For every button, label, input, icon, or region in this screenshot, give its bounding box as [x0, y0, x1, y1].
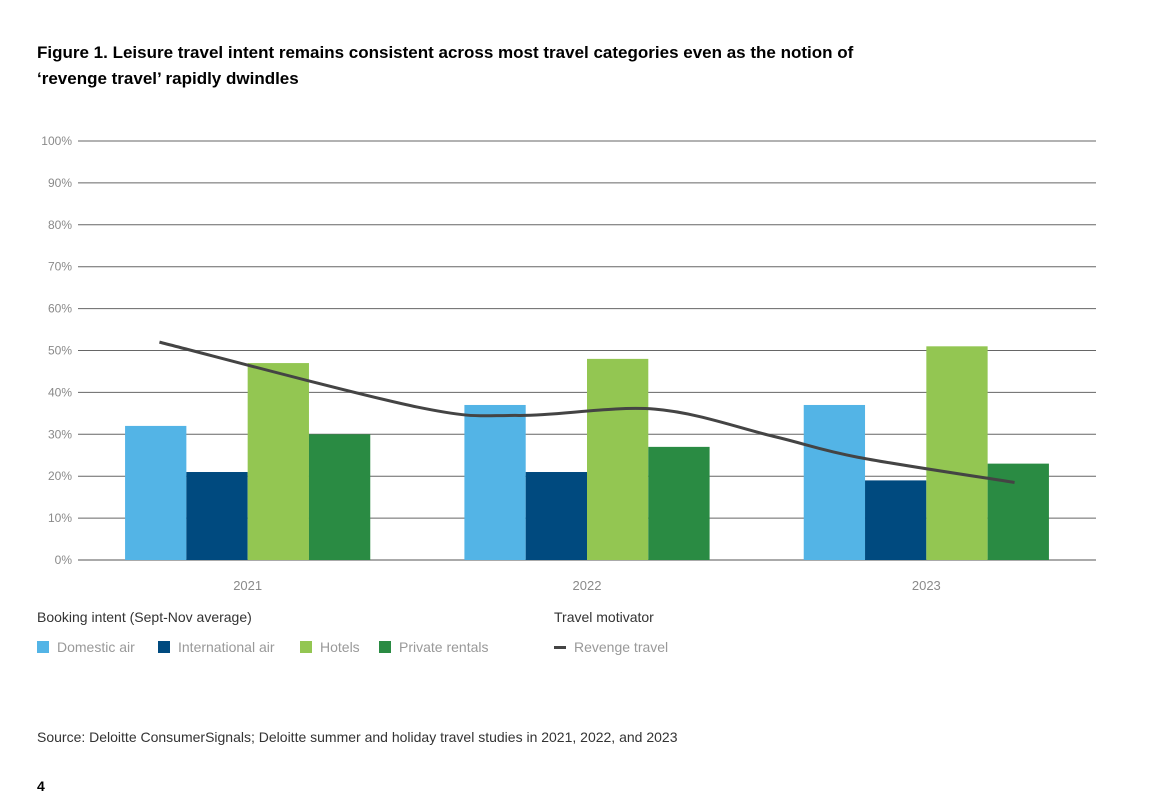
bar-hotels: [587, 358, 649, 560]
y-tick-label: 40%: [48, 385, 72, 399]
legend-item: Revenge travel: [554, 639, 668, 655]
legend-label: Revenge travel: [574, 639, 669, 655]
bar-international-air: [865, 480, 927, 560]
y-tick-label: 60%: [48, 302, 72, 316]
legend-swatch: [379, 641, 391, 653]
x-tick-label: 2023: [912, 578, 941, 593]
legend-label: Hotels: [320, 639, 360, 655]
y-tick-label: 30%: [48, 427, 72, 441]
legend-swatch: [300, 641, 312, 653]
legend-item: International air: [158, 639, 275, 655]
legend-item: Domestic air: [37, 639, 135, 655]
y-tick-label: 70%: [48, 260, 72, 274]
y-tick-label: 100%: [41, 134, 72, 148]
legend-group-motivator: Travel motivator: [554, 609, 654, 625]
y-tick-label: 50%: [48, 344, 72, 358]
bar-international-air: [525, 472, 587, 560]
bar-domestic-air: [464, 404, 526, 560]
bar-hotels: [926, 346, 988, 560]
line-revenge-travel: [159, 340, 1015, 484]
legend-label: International air: [178, 639, 275, 655]
bar-domestic-air: [125, 425, 187, 560]
bar-international-air: [186, 472, 248, 560]
bar-domestic-air: [803, 404, 866, 560]
y-tick-label: 90%: [48, 176, 72, 190]
y-tick-label: 0%: [55, 553, 73, 567]
legend-label: Domestic air: [57, 639, 135, 655]
y-tick-label: 20%: [48, 469, 72, 483]
legend-label: Private rentals: [399, 639, 489, 655]
legend-item: Private rentals: [379, 639, 488, 655]
legend-group-booking: Booking intent (Sept-Nov average): [37, 609, 252, 625]
y-tick-label: 80%: [48, 218, 72, 232]
source-note: Source: Deloitte ConsumerSignals; Deloit…: [37, 729, 678, 745]
y-tick-label: 10%: [48, 511, 72, 525]
legend-item: Hotels: [300, 639, 360, 655]
chart-title: Figure 1. Leisure travel intent remains …: [37, 43, 854, 88]
page-number: 4: [37, 778, 45, 794]
bar-hotels: [247, 363, 309, 560]
bar-private-rentals: [308, 434, 371, 560]
legend-swatch: [37, 641, 49, 653]
x-tick-label: 2022: [573, 578, 602, 593]
legend-line-swatch: [554, 645, 566, 649]
bar-private-rentals: [648, 446, 710, 560]
x-tick-label: 2021: [233, 578, 262, 593]
bar-private-rentals: [987, 463, 1049, 560]
legend-swatch: [158, 641, 170, 653]
